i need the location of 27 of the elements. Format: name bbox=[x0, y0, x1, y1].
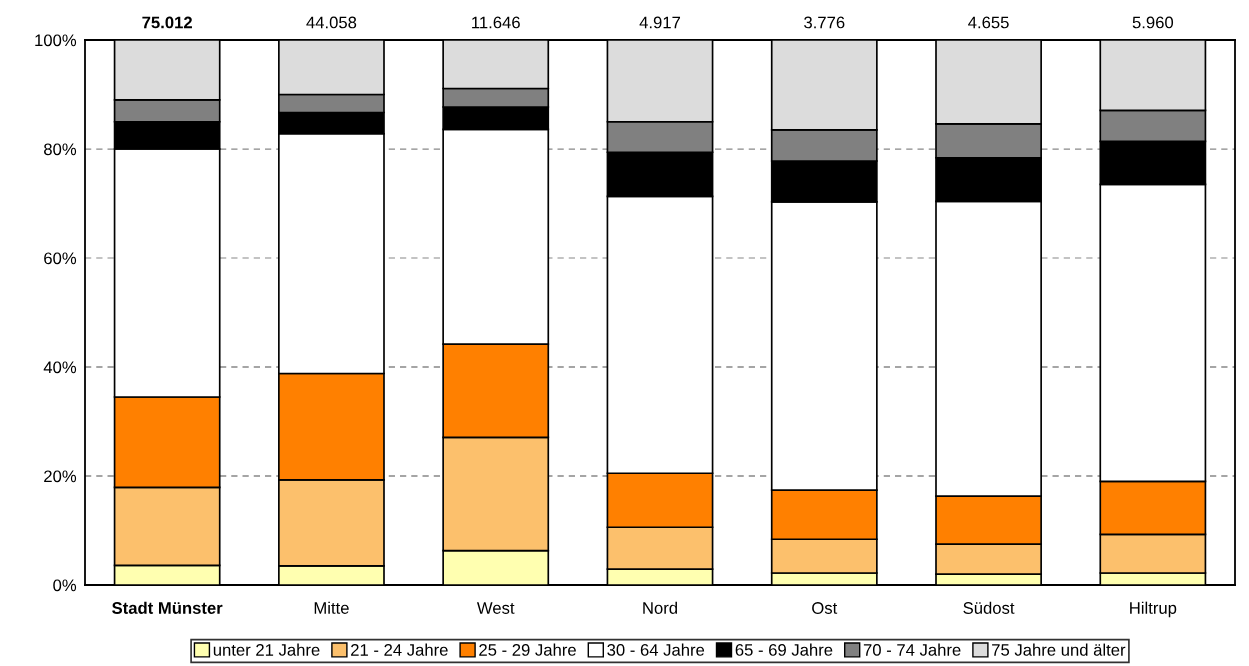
legend-label: unter 21 Jahre bbox=[213, 643, 320, 656]
annotation: 75.012 bbox=[142, 16, 192, 29]
x-tick-label: West bbox=[476, 602, 515, 614]
legend-label: 75 Jahre und älter bbox=[992, 643, 1126, 656]
x-tick-label: Ost bbox=[812, 602, 838, 614]
x-tick-label: Hiltrup bbox=[1130, 601, 1177, 618]
legend-label: 25 - 29 Jahre bbox=[479, 643, 576, 656]
legend-label: 30 - 64 Jahre bbox=[607, 643, 705, 656]
x-tick-label: Südost bbox=[963, 601, 1015, 614]
annotation: 11.646 bbox=[472, 16, 520, 29]
y-tick-label: 60% bbox=[44, 252, 77, 265]
annotation: 4.917 bbox=[639, 16, 681, 29]
x-tick-label: Stadt Münster bbox=[112, 601, 223, 614]
x-tick-label: Mitte bbox=[314, 601, 349, 614]
y-tick-label: 100% bbox=[35, 34, 77, 47]
legend-label: 65 - 69 Jahre bbox=[735, 643, 833, 656]
y-tick-label: 0% bbox=[53, 579, 77, 592]
x-tick-label: Nord bbox=[643, 601, 677, 614]
y-tick-label: 40% bbox=[43, 361, 77, 374]
y-tick-label: 20% bbox=[44, 470, 77, 483]
annotation: 44.058 bbox=[306, 16, 357, 29]
y-tick-label: 80% bbox=[44, 143, 77, 156]
annotation: 3.776 bbox=[804, 16, 845, 29]
annotation: 4.655 bbox=[968, 16, 1009, 29]
annotation: 5.960 bbox=[1132, 16, 1174, 29]
legend-label: 70 - 74 Jahre bbox=[863, 643, 961, 656]
legend-label: 21 - 24 Jahre bbox=[351, 643, 448, 656]
